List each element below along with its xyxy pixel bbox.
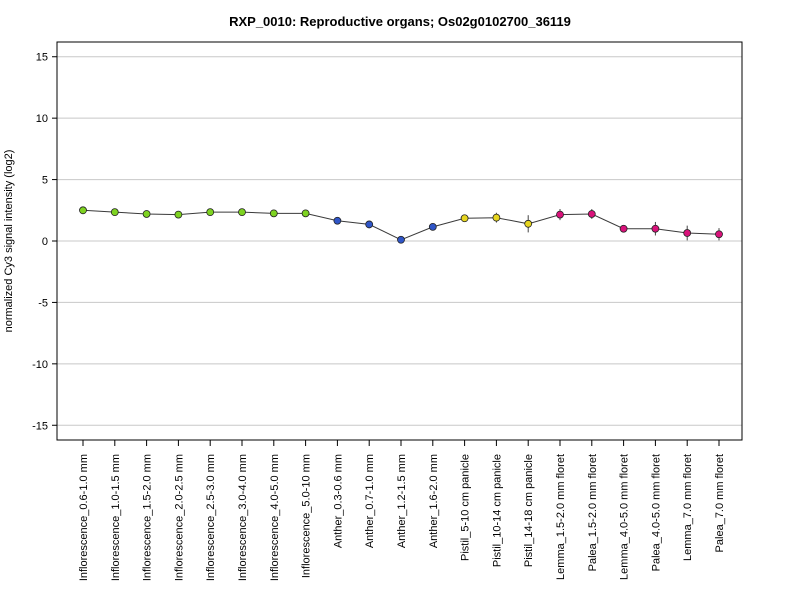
data-point (619, 224, 628, 233)
data-point (428, 222, 437, 231)
x-tick-label: Pistil_14-18 cm panicle (523, 454, 535, 567)
x-axis: Inflorescence_0.6-1.0 mm Inflorescence_1.… (78, 440, 726, 581)
x-tick-label: Inflorescence_4.0-5.0 mm (269, 454, 281, 581)
data-point (206, 208, 215, 217)
data-point (683, 229, 692, 237)
y-tick-label: -10 (32, 359, 48, 371)
x-tick-label: Anther_1.2-1.5 mm (396, 454, 408, 548)
x-tick-label: Lemma_4.0-5.0 mm floret (619, 454, 631, 580)
x-tick-label: Inflorescence_2.5-3.0 mm (205, 454, 217, 581)
chart-title: RXP_0010: Reproductive organs; Os02g0102… (229, 14, 571, 29)
x-tick-label: Palea_4.0-5.0 mm floret (650, 454, 662, 571)
x-tick-label: Pistil_10-14 cm panicle (491, 454, 503, 567)
x-tick-label: Inflorescence_0.6-1.0 mm (78, 454, 90, 581)
data-point (524, 219, 533, 228)
y-tick-label: -15 (32, 420, 48, 432)
data-point (556, 210, 564, 219)
data-point (715, 230, 723, 239)
x-tick-label: Inflorescence_5.0-10 mm (301, 454, 313, 578)
x-tick-label: Inflorescence_3.0-4.0 mm (237, 454, 249, 581)
data-point (333, 216, 342, 225)
data-point (174, 210, 183, 219)
x-tick-label: Lemma_7.0 mm floret (682, 454, 694, 561)
y-tick-label: -5 (38, 297, 48, 309)
y-tick-label: 10 (36, 113, 48, 125)
y-axis-title: normalized Cy3 signal intensity (log2) (3, 150, 15, 333)
x-tick-label: Lemma_1.5-2.0 mm floret (555, 454, 567, 580)
data-point (301, 209, 310, 218)
x-tick-label: Inflorescence_2.0-2.5 mm (173, 454, 185, 581)
x-tick-label: Anther_1.6-2.0 mm (428, 454, 440, 548)
y-tick-label: 5 (42, 175, 48, 187)
data-point (238, 208, 246, 217)
x-tick-label: Anther_0.7-1.0 mm (364, 454, 376, 548)
y-axis: -15 -10 -5 0 5 10 15 (32, 52, 57, 432)
grid-layer (57, 56, 742, 426)
data-point (397, 235, 405, 244)
x-tick-label: Palea_7.0 mm floret (714, 454, 726, 552)
y-tick-label: 15 (36, 52, 48, 64)
data-point (460, 214, 469, 223)
data-point (269, 209, 278, 218)
data-point (365, 220, 374, 229)
data-point (651, 224, 660, 233)
data-point (142, 210, 151, 218)
x-tick-label: Pistil_5-10 cm panicle (460, 454, 472, 561)
data-point (492, 213, 501, 222)
x-tick-label: Anther_0.3-0.6 mm (332, 454, 344, 548)
data-point (79, 206, 87, 215)
data-point (587, 210, 596, 218)
x-tick-label: Palea_1.5-2.0 mm floret (587, 454, 599, 571)
series (79, 206, 723, 244)
x-tick-label: Inflorescence_1.0-1.5 mm (110, 454, 122, 581)
y-tick-label: 0 (42, 236, 48, 248)
x-tick-label: Inflorescence_1.5-2.0 mm (142, 454, 154, 581)
data-point (110, 208, 119, 217)
